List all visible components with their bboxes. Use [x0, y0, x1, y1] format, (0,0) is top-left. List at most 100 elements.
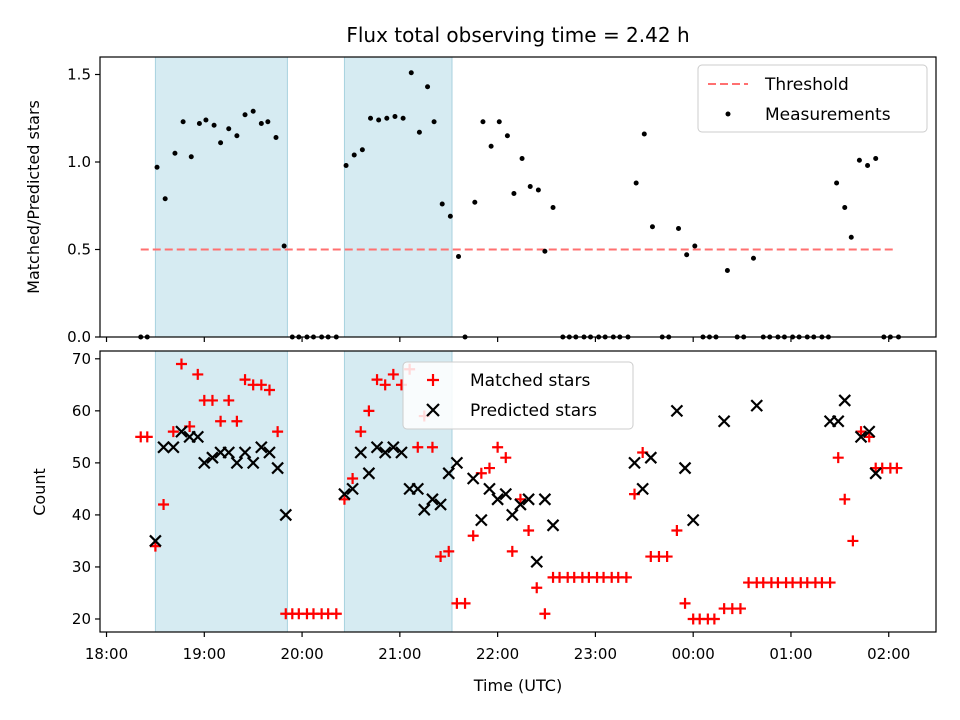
measurement-point [250, 108, 256, 114]
predicted-star-marker [434, 498, 447, 511]
matched-star-marker [661, 551, 673, 563]
measurement-point [431, 119, 437, 125]
predicted-star-marker [670, 404, 684, 418]
measurement-point [741, 334, 747, 340]
measurement-point [781, 334, 787, 340]
measurement-point [542, 248, 548, 254]
measurement-point [811, 334, 817, 340]
predicted-star-marker [838, 394, 852, 407]
matched-star-marker [443, 545, 455, 557]
bottom-panel: 20 30 40 50 60 70 18:00 19:00 20:00 21:00 22:00 23… [30, 350, 937, 695]
y-tick-label: 40 [72, 506, 91, 524]
y-tick-label: 0.5 [67, 241, 91, 259]
predicted-star-marker [411, 482, 425, 496]
predicted-star-marker [466, 472, 480, 485]
legend-matched-swatch [427, 374, 439, 386]
matched-star-marker [347, 472, 359, 484]
predicted-star-marker [475, 513, 488, 527]
measurement-point [617, 334, 623, 340]
predicted-star-marker [175, 425, 188, 438]
measurement-point [700, 334, 706, 340]
measurement-point [842, 205, 848, 210]
matched-star-marker [175, 358, 187, 370]
measurement-point [881, 334, 887, 340]
shaded-region [154, 350, 288, 633]
predicted-star-marker [418, 503, 431, 516]
measurement-point [425, 84, 431, 90]
measurement-point [566, 334, 572, 340]
predicted-star-marker [378, 446, 392, 459]
matched-star-marker [192, 368, 204, 380]
measurement-point [351, 152, 357, 158]
matched-star-marker [671, 525, 683, 537]
predicted-star-marker [450, 456, 464, 470]
measurement-point [767, 334, 773, 340]
matched-star-marker [531, 582, 543, 594]
measurement-point [666, 334, 672, 340]
measurement-point [384, 115, 390, 121]
bottom-y-axis-label: Count [30, 468, 49, 516]
matched-star-marker [891, 462, 903, 474]
measurement-point [273, 135, 279, 140]
measurement-point [154, 164, 160, 170]
measurement-point [172, 150, 178, 156]
measurement-point [333, 334, 339, 340]
matched-star-marker [435, 551, 447, 563]
matched-star-marker [839, 493, 851, 505]
measurement-point [296, 334, 302, 340]
measurement-point [641, 131, 647, 137]
x-axis-label: Time (UTC) [473, 676, 562, 695]
measurement-point [439, 201, 445, 207]
measurement-point [706, 334, 712, 340]
x-tick-label: 01:00 [769, 645, 812, 663]
x-tick-label: 02:00 [867, 645, 910, 663]
predicted-stars-points [149, 394, 882, 569]
measurement-point [760, 334, 766, 340]
matched-star-marker [523, 525, 535, 537]
measurement-point [226, 126, 232, 132]
measurement-point [504, 133, 510, 139]
measurement-point [873, 156, 879, 161]
measurement-point [825, 334, 831, 340]
measurement-point [180, 119, 186, 125]
measurement-point [325, 334, 331, 340]
matched-star-marker [363, 405, 375, 417]
matched-star-marker [371, 374, 383, 386]
measurement-point [550, 205, 556, 210]
predicted-star-marker [636, 482, 649, 496]
measurement-point [676, 226, 682, 231]
predicted-star-marker [191, 430, 205, 444]
measurement-point [511, 191, 517, 196]
top-panel: 0.0 0.5 1.0 1.5 Flux total observing time =… [24, 23, 937, 346]
measurement-point [343, 163, 349, 168]
legend-matched-label: Matched stars [470, 371, 590, 391]
legend-measurements-label: Measurements [765, 105, 891, 125]
matched-star-marker [379, 379, 391, 391]
measurement-point [265, 119, 271, 125]
matched-star-marker [231, 415, 243, 427]
predicted-star-marker [831, 414, 845, 428]
measurement-point [456, 254, 462, 259]
predicted-star-marker [338, 487, 351, 501]
y-tick-label: 1.0 [67, 153, 91, 171]
predicted-star-marker [255, 440, 268, 454]
measurement-point [684, 252, 690, 258]
top-legend-box [697, 64, 928, 133]
measurement-point [724, 268, 730, 273]
top-axes-frame [99, 56, 937, 338]
predicted-star-marker [271, 461, 284, 475]
predicted-star-marker [499, 487, 513, 501]
predicted-star-marker [686, 513, 700, 527]
measurement-point [304, 334, 310, 340]
measurement-point [659, 334, 665, 340]
predicted-star-marker [426, 493, 439, 506]
measurement-point [488, 143, 494, 149]
matched-star-marker [426, 441, 438, 453]
measurement-point [359, 147, 365, 153]
matched-star-marker [500, 452, 512, 464]
shaded-region [343, 56, 453, 338]
predicted-star-marker [279, 508, 293, 522]
matched-stars-points [135, 358, 903, 625]
measurement-point [144, 334, 150, 340]
matched-star-marker [206, 394, 218, 406]
